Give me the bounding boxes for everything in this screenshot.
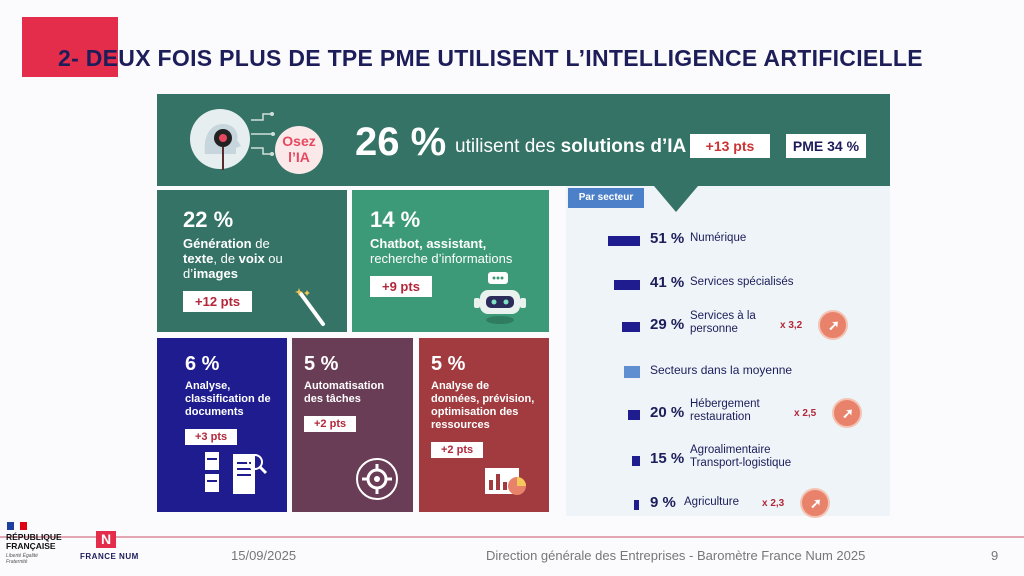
- sector-tag: Par secteur: [568, 188, 644, 208]
- desc-line: Chatbot, assistant,: [370, 236, 487, 251]
- sector-label: Numérique: [690, 232, 747, 244]
- tile-data-analysis: 5 % Analyse de données, prévision, optim…: [419, 338, 549, 512]
- tile-percentage: 5 %: [431, 353, 466, 375]
- magic-wand-icon: [295, 288, 325, 326]
- sector-multiplier: x 3,2: [780, 320, 803, 331]
- desc-part: texte: [183, 251, 214, 266]
- republique-francaise-logo: RÉPUBLIQUE FRANÇAISE: [6, 533, 62, 551]
- sector-multiplier: x 2,5: [794, 408, 817, 419]
- sector-label: Services spécialisés: [690, 276, 794, 288]
- headline-delta-badge: +13 pts: [690, 134, 770, 158]
- analytics-icon: [485, 468, 526, 495]
- sector-percentage: 29 %: [650, 316, 685, 333]
- sector-percentage: 9 %: [650, 494, 676, 511]
- documents-icon: [205, 452, 268, 494]
- sector-percentage: 20 %: [650, 404, 685, 421]
- osez-ia-logo: Osez l’IA: [275, 126, 323, 174]
- tile-percentage: 22 %: [183, 207, 234, 232]
- sector-row: 20 % Hébergement restauration x 2,5 ➚: [566, 398, 890, 434]
- title-accent-bar: [22, 17, 118, 77]
- tile-percentage: 14 %: [370, 207, 421, 232]
- headline-text-bold: solutions d’IA: [560, 136, 687, 157]
- desc-part: Génération: [183, 236, 252, 251]
- sector-panel: 51 % Numérique 41 % Services spécialisés…: [566, 186, 890, 518]
- sector-row: 51 % Numérique: [566, 230, 890, 260]
- sector-row: 9 % Agriculture x 2,3 ➚: [566, 488, 890, 524]
- tile-description: Analyse de données, prévision, optimisat…: [431, 380, 535, 431]
- footer-date: 15/09/2025: [231, 548, 297, 563]
- page-number: 9: [991, 548, 999, 563]
- sector-label: Hébergement restauration: [690, 398, 760, 423]
- headline-text: utilisent des solutions d’IA: [455, 136, 686, 158]
- tile-description: Analyse, classification de documents: [185, 380, 271, 418]
- tile-description: Génération de texte, de voix ou d’images: [183, 236, 283, 281]
- tile-delta-badge: +2 pts: [431, 442, 484, 458]
- sector-label: Agriculture: [684, 496, 739, 508]
- sector-label: Services à la personne: [690, 310, 756, 335]
- growth-arrow-icon: ➚: [832, 398, 862, 428]
- slide-title: 2- DEUX FOIS PLUS DE TPE PME UTILISENT L…: [58, 45, 923, 71]
- growth-arrow-icon: ➚: [818, 310, 848, 340]
- sector-row: Secteurs dans la moyenne: [566, 364, 890, 394]
- tile-delta-badge: +12 pts: [183, 291, 253, 312]
- footer-divider: [0, 536, 1024, 538]
- sector-legend-swatch: [624, 366, 640, 378]
- desc-part: images: [193, 266, 238, 281]
- tile-delta-badge: +9 pts: [370, 276, 432, 297]
- headline-percentage: 26 %: [355, 120, 447, 164]
- sector-percentage: 51 %: [650, 230, 685, 247]
- sector-row: 41 % Services spécialisés: [566, 274, 890, 304]
- sector-row: 15 % Agroalimentaire Transport-logistiqu…: [566, 444, 890, 480]
- banner-pointer: [654, 186, 698, 212]
- desc-line: recherche d’informations: [370, 251, 513, 266]
- sector-label: Secteurs dans la moyenne: [650, 363, 793, 377]
- sector-multiplier: x 2,3: [762, 498, 785, 509]
- rf-motto: Liberté Égalité Fraternité: [6, 553, 38, 565]
- headline-text-pre: utilisent des: [455, 136, 561, 157]
- desc-part: , de: [213, 251, 239, 266]
- tile-delta-badge: +2 pts: [304, 416, 357, 432]
- circuit-lines-icon: [251, 112, 275, 156]
- marianne-flag-icon: [7, 522, 27, 530]
- sector-bar: [608, 236, 640, 246]
- tile-percentage: 5 %: [304, 353, 339, 375]
- tile-percentage: 6 %: [185, 353, 220, 375]
- ai-head-icon: [190, 109, 250, 170]
- tile-automation: 5 % Automatisation des tâches +2 pts: [292, 338, 413, 512]
- desc-part: de: [251, 236, 270, 251]
- footer-source: Direction générale des Entreprises - Bar…: [486, 548, 866, 563]
- sector-row: 29 % Services à la personne x 3,2 ➚: [566, 310, 890, 346]
- sector-bar: [614, 280, 640, 290]
- tile-delta-badge: +3 pts: [185, 429, 238, 445]
- pme-badge: PME 34 %: [786, 134, 866, 158]
- rf-line1: RÉPUBLIQUE: [6, 532, 62, 542]
- tile-generation: 22 % Génération de texte, de voix ou d’i…: [157, 190, 347, 332]
- sector-bar: [632, 456, 640, 466]
- sector-percentage: 15 %: [650, 450, 685, 467]
- osez-ia-logo-line1: Osez: [282, 133, 316, 149]
- tile-document-analysis: 6 % Analyse, classification de documents…: [157, 338, 287, 512]
- growth-arrow-icon: ➚: [800, 488, 830, 518]
- sector-bar: [628, 410, 640, 420]
- france-num-logo: N: [96, 531, 116, 548]
- rf-line2: FRANÇAISE: [6, 541, 56, 551]
- tile-chatbot: 14 % Chatbot, assistant, recherche d’inf…: [352, 190, 549, 332]
- sector-bar: [634, 500, 639, 510]
- osez-ia-logo-line2: l’IA: [288, 149, 310, 165]
- robot-icon: [474, 272, 526, 324]
- tile-description: Automatisation des tâches: [304, 380, 385, 405]
- sector-bar: [622, 322, 640, 332]
- sector-percentage: 41 %: [650, 274, 685, 291]
- gear-icon: [356, 458, 398, 500]
- tile-description: Chatbot, assistant, recherche d’informat…: [370, 236, 549, 266]
- france-num-label: FRANCE NUM: [80, 552, 139, 561]
- sector-label: Agroalimentaire Transport-logistique: [690, 444, 792, 469]
